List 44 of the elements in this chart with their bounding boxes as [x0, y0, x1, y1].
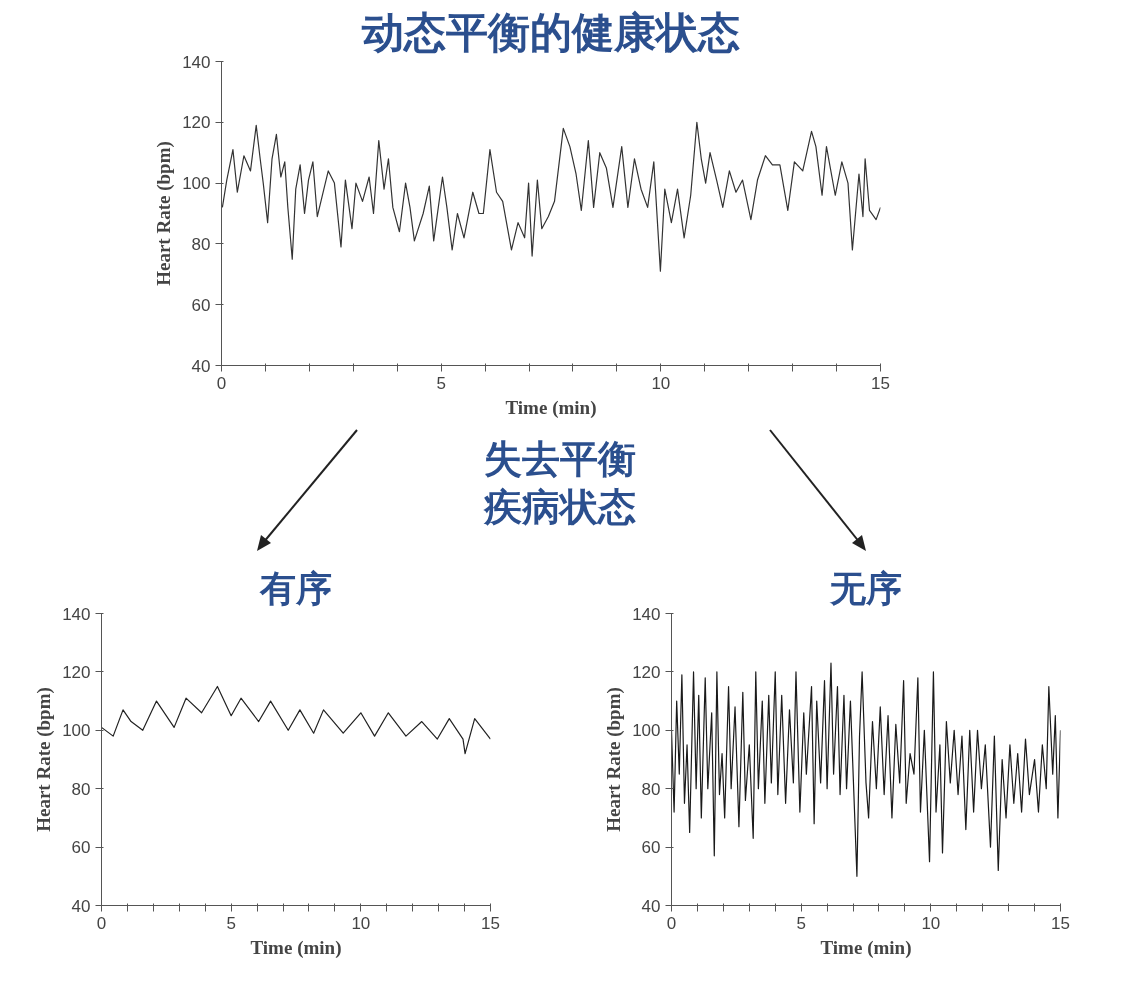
- line-series: [221, 121, 881, 272]
- x-tick-label: 5: [796, 913, 806, 933]
- y-tick-label: 140: [632, 604, 661, 624]
- y-tick-label: 40: [191, 356, 211, 376]
- y-tick-label: 80: [641, 779, 661, 799]
- x-axis-title: Time (min): [820, 936, 912, 959]
- line-series: [101, 685, 491, 755]
- y-axis-title: Heart Rate (bpm): [33, 687, 56, 832]
- x-tick-label: 0: [666, 913, 677, 933]
- x-tick-label: 5: [226, 913, 236, 933]
- y-tick-label: 100: [632, 721, 661, 741]
- chart-title: 无序: [829, 567, 902, 609]
- y-axis-title: Heart Rate (bpm): [603, 687, 626, 832]
- text: 失去平衡: [484, 437, 636, 481]
- y-tick-label: 120: [632, 662, 661, 682]
- y-axis-title: Heart Rate (bpm): [153, 141, 176, 286]
- y-tick-label: 120: [182, 113, 211, 133]
- y-tick-label: 60: [71, 838, 91, 858]
- y-tick-label: 60: [191, 295, 211, 315]
- x-tick-label: 15: [481, 913, 500, 933]
- y-tick-label: 80: [71, 779, 91, 799]
- chart-title: 有序: [259, 567, 332, 609]
- y-tick-label: 140: [182, 52, 211, 72]
- x-tick-label: 10: [351, 913, 371, 933]
- x-tick-label: 0: [96, 913, 107, 933]
- y-tick-label: 60: [641, 838, 661, 858]
- text: 疾病状态: [484, 485, 636, 529]
- x-tick-label: 10: [651, 373, 671, 393]
- y-tick-label: 40: [641, 896, 661, 916]
- y-tick-label: 120: [62, 662, 91, 682]
- chart-title: 动态平衡的健康状态: [361, 7, 740, 57]
- x-tick-label: 0: [216, 373, 227, 393]
- y-tick-label: 140: [62, 604, 91, 624]
- y-tick-label: 100: [62, 721, 91, 741]
- y-tick-label: 40: [71, 896, 91, 916]
- x-axis-title: Time (min): [250, 936, 342, 959]
- y-tick-label: 100: [182, 174, 211, 194]
- x-tick-label: 15: [1051, 913, 1070, 933]
- y-tick-label: 80: [191, 234, 211, 254]
- x-tick-label: 15: [871, 373, 890, 393]
- x-tick-label: 5: [436, 373, 446, 393]
- x-axis-title: Time (min): [505, 396, 597, 419]
- x-tick-label: 10: [921, 913, 941, 933]
- line-series: [671, 662, 1061, 877]
